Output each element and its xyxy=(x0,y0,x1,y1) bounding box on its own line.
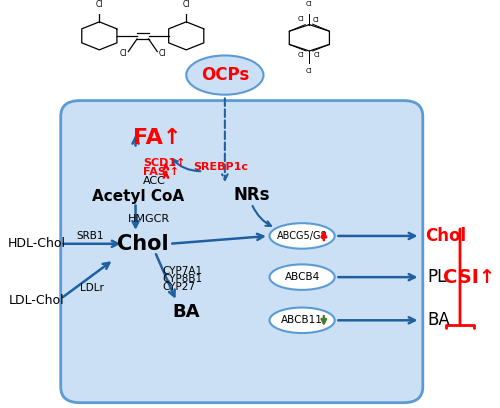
Text: CSI↑: CSI↑ xyxy=(442,268,495,287)
Text: LDL-Chol: LDL-Chol xyxy=(9,294,64,307)
Text: ABCB4: ABCB4 xyxy=(284,272,320,282)
Text: Cl: Cl xyxy=(158,49,166,58)
Text: ACC: ACC xyxy=(143,175,166,186)
FancyArrowPatch shape xyxy=(164,172,168,178)
Text: Chol: Chol xyxy=(425,227,467,245)
FancyBboxPatch shape xyxy=(60,101,423,403)
Text: SREBP1c: SREBP1c xyxy=(194,162,248,172)
Text: Cl: Cl xyxy=(182,0,190,9)
FancyArrowPatch shape xyxy=(132,137,138,146)
Text: HDL-Chol: HDL-Chol xyxy=(8,237,66,250)
FancyArrowPatch shape xyxy=(172,160,201,171)
FancyArrowPatch shape xyxy=(338,317,415,324)
Text: FAS ↑: FAS ↑ xyxy=(143,167,179,177)
FancyArrowPatch shape xyxy=(156,254,174,296)
Text: FA↑: FA↑ xyxy=(133,128,182,148)
Text: BA: BA xyxy=(428,311,450,329)
Ellipse shape xyxy=(270,264,334,290)
FancyArrowPatch shape xyxy=(222,98,228,180)
Text: PL: PL xyxy=(428,268,447,286)
Text: SCD1↑: SCD1↑ xyxy=(143,158,186,169)
FancyArrowPatch shape xyxy=(63,263,110,297)
Text: CYP7A1: CYP7A1 xyxy=(162,266,202,276)
Text: Cl: Cl xyxy=(96,0,103,9)
Text: ABCG5/G8: ABCG5/G8 xyxy=(277,231,328,241)
FancyArrowPatch shape xyxy=(64,241,118,247)
FancyArrowPatch shape xyxy=(252,206,271,226)
Text: CYP8B1: CYP8B1 xyxy=(162,274,202,284)
Text: Cl: Cl xyxy=(312,17,319,23)
Text: Cl: Cl xyxy=(298,52,305,58)
Text: SRB1: SRB1 xyxy=(76,231,104,241)
Text: NRs: NRs xyxy=(233,186,270,204)
Text: LDLr: LDLr xyxy=(80,283,104,293)
Text: Cl: Cl xyxy=(306,1,312,7)
Text: Acetyl CoA: Acetyl CoA xyxy=(92,189,184,204)
Text: Cl: Cl xyxy=(306,69,312,74)
Ellipse shape xyxy=(270,223,334,249)
Text: CYP27: CYP27 xyxy=(162,282,195,292)
FancyArrowPatch shape xyxy=(172,234,263,244)
Text: Cl: Cl xyxy=(298,16,305,22)
Text: Cl: Cl xyxy=(314,52,320,58)
FancyArrowPatch shape xyxy=(164,164,168,169)
FancyArrowPatch shape xyxy=(338,274,415,280)
FancyArrowPatch shape xyxy=(322,233,326,240)
FancyArrowPatch shape xyxy=(338,233,415,239)
FancyArrowPatch shape xyxy=(322,316,326,324)
FancyArrowPatch shape xyxy=(132,205,138,227)
Text: OCPs: OCPs xyxy=(200,66,249,84)
Text: BA: BA xyxy=(172,304,200,322)
Text: HMGCR: HMGCR xyxy=(128,215,170,224)
Ellipse shape xyxy=(270,308,334,333)
Text: Chol: Chol xyxy=(117,234,168,254)
Text: Cl: Cl xyxy=(120,49,127,58)
Ellipse shape xyxy=(186,55,264,95)
Text: ABCB11: ABCB11 xyxy=(281,315,323,325)
